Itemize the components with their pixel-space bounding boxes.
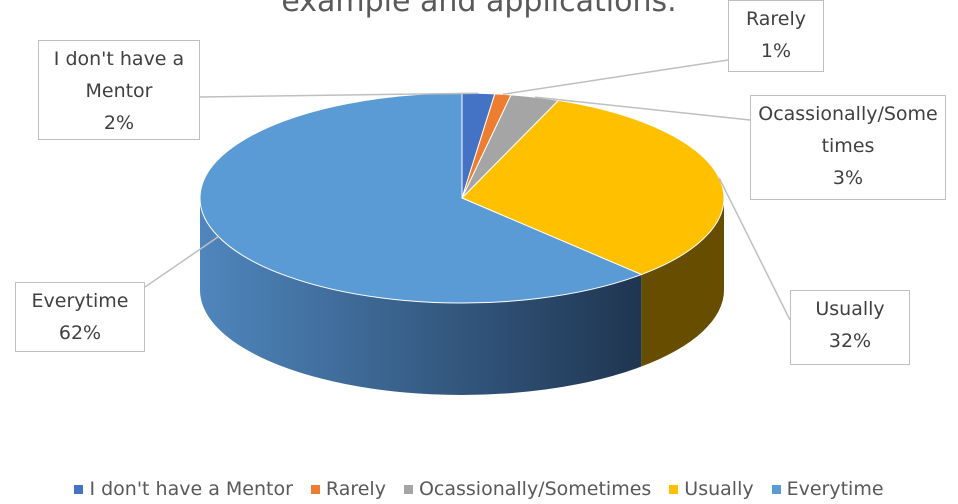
leader-line [535,96,751,121]
legend-swatch [403,484,413,494]
data-label: Everytime 62% [15,282,145,352]
legend-swatch [669,484,679,494]
pie-side [200,198,642,395]
pie-slice [199,92,643,304]
data-label-value: 3% [832,167,864,189]
data-label-category: Everytime [31,290,129,312]
data-label-value: 62% [58,322,102,344]
leader-line [718,177,791,321]
data-label: I don't have a Mentor 2% [38,40,200,140]
legend-label: Everytime [786,478,884,500]
legend-item: Usually [669,478,754,500]
leader-line [199,92,479,98]
data-label-category: Ocassionally/Sometimes [758,103,938,157]
chart-title: example and applications. [281,0,677,19]
data-label: Rarely 1% [728,0,824,72]
data-label-value: 1% [760,40,792,62]
legend-item: Rarely [310,478,386,500]
data-label-value: 2% [103,112,135,134]
legend-swatch [771,484,781,494]
data-label-category: I don't have a Mentor [53,48,185,102]
leader-line [502,59,729,96]
legend-label: I don't have a Mentor [89,478,293,500]
data-label: Usually 32% [790,290,910,365]
legend-swatch [74,484,84,494]
legend-swatch [310,484,320,494]
data-label-category: Rarely [745,8,807,30]
legend-label: Rarely [325,478,386,500]
legend-item: Everytime [771,478,884,500]
data-label-value: 32% [828,330,872,352]
legend: I don't have a Mentor Rarely Ocassionally/… [0,478,958,500]
data-label: Ocassionally/Sometimes 3% [750,95,946,200]
leader-line [144,236,219,288]
data-label-category: Usually [815,298,885,320]
legend-item: I don't have a Mentor [74,478,293,500]
legend-label: Usually [684,478,754,500]
legend-label: Ocassionally/Sometimes [418,478,652,500]
pie-side [641,198,724,367]
legend-item: Ocassionally/Sometimes [403,478,652,500]
